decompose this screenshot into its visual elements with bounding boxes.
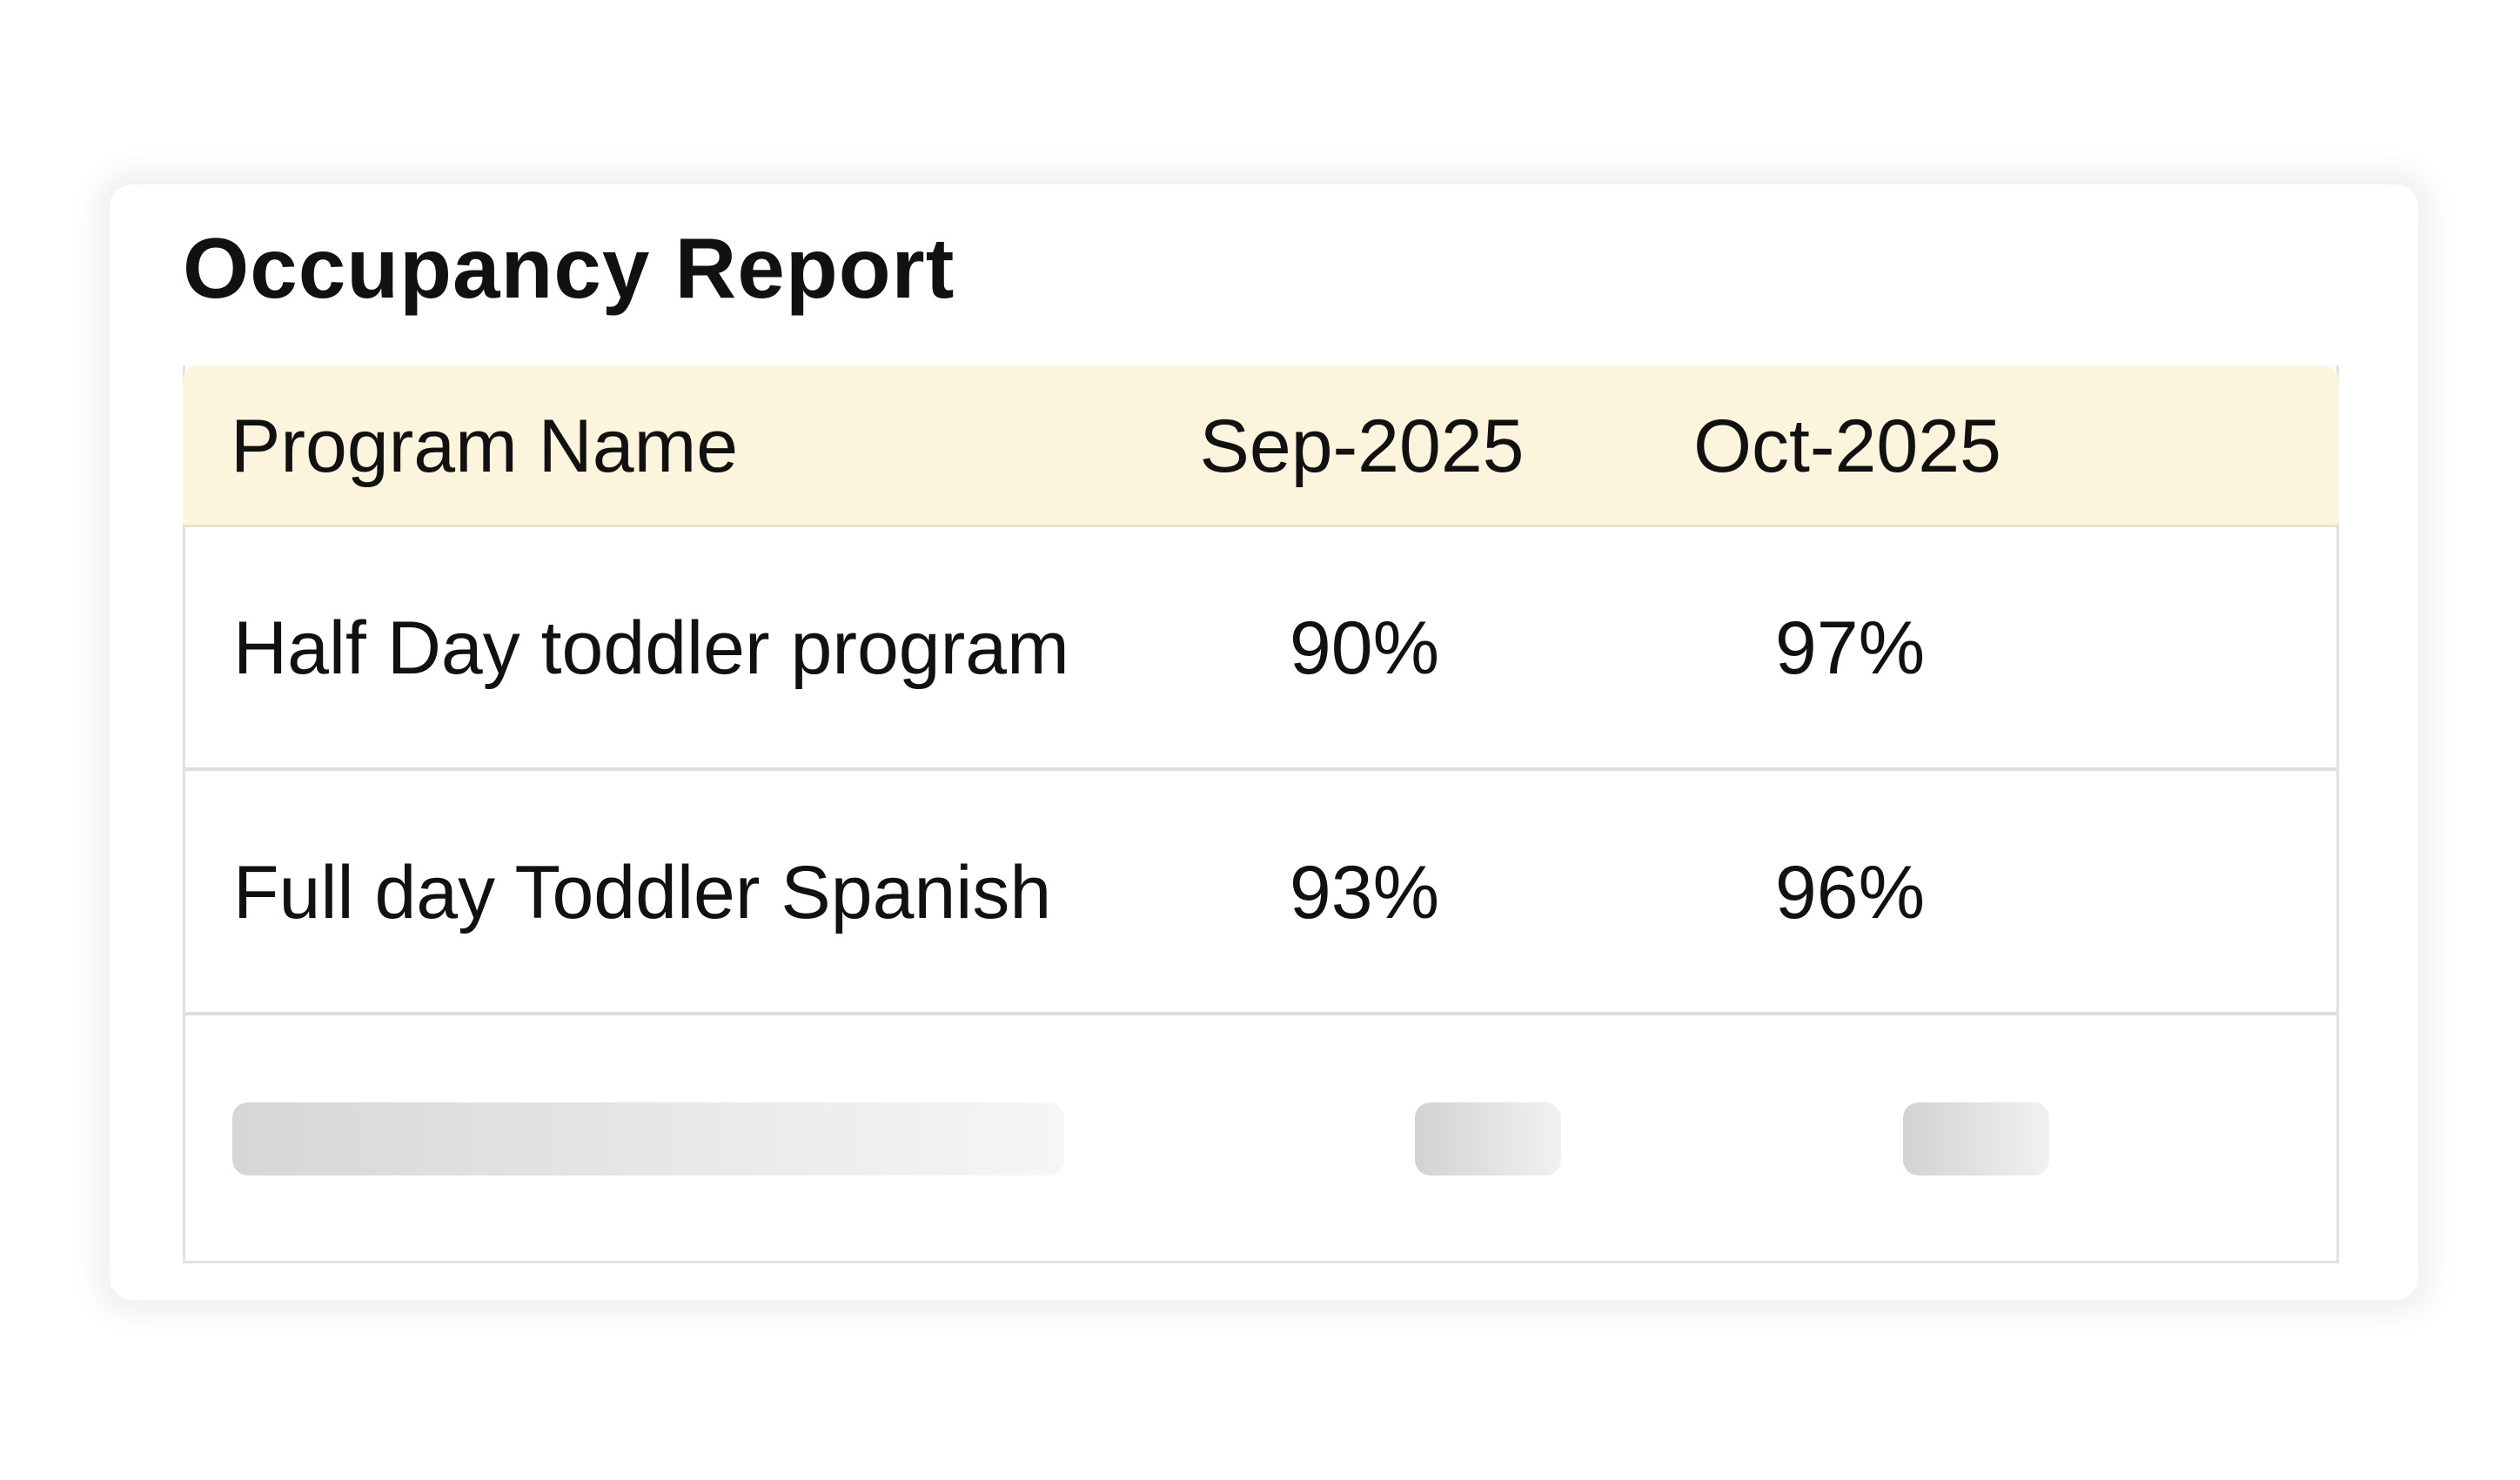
- header-oct-2025: Oct-2025: [1693, 405, 2001, 488]
- skeleton-placeholder-name: [232, 1102, 1064, 1175]
- skeleton-placeholder-value: [1903, 1102, 2049, 1175]
- loading-row: [185, 1015, 2336, 1259]
- occupancy-cell: 97%: [1774, 606, 1926, 690]
- occupancy-report-card: Occupancy Report Program Name Sep-2025 O…: [110, 184, 2418, 1300]
- skeleton-placeholder-value: [1415, 1102, 1561, 1175]
- occupancy-cell: 93%: [1289, 851, 1440, 934]
- header-sep-2025: Sep-2025: [1199, 405, 1525, 488]
- program-name-cell: Half Day toddler program: [233, 606, 1069, 690]
- occupancy-cell: 96%: [1774, 851, 1926, 934]
- occupancy-table: Program Name Sep-2025 Oct-2025 Half Day …: [183, 365, 2339, 1263]
- table-row: Half Day toddler program 90% 97%: [185, 527, 2336, 771]
- header-program-name: Program Name: [231, 405, 739, 488]
- table-header: Program Name Sep-2025 Oct-2025: [183, 365, 2339, 527]
- table-row: Full day Toddler Spanish 93% 96%: [185, 772, 2336, 1015]
- report-title: Occupancy Report: [183, 220, 955, 316]
- occupancy-cell: 90%: [1289, 606, 1440, 690]
- program-name-cell: Full day Toddler Spanish: [233, 851, 1052, 934]
